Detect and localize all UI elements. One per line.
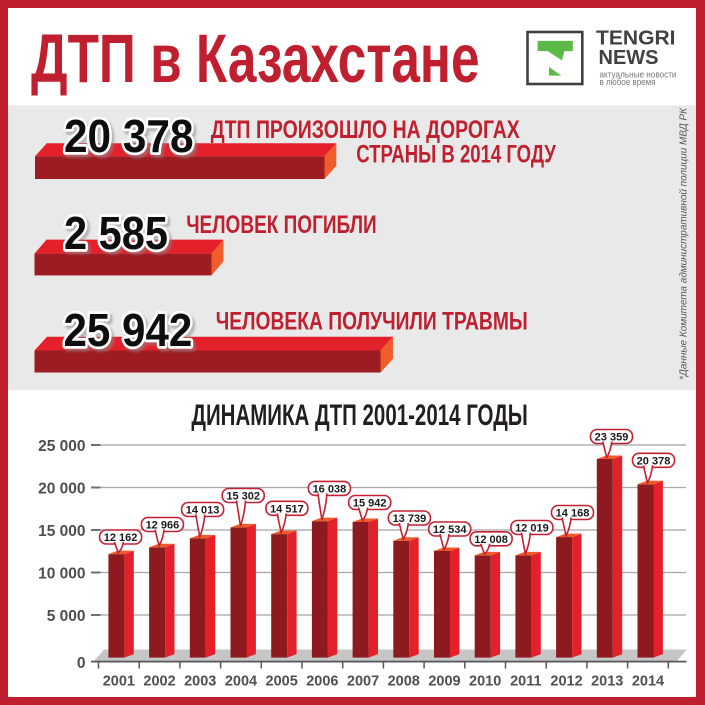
svg-text:актуальные новости: актуальные новости <box>600 70 677 81</box>
svg-text:25 942: 25 942 <box>66 307 195 359</box>
svg-text:2002: 2002 <box>143 674 175 690</box>
svg-text:2012: 2012 <box>550 674 582 690</box>
svg-text:5 000: 5 000 <box>47 608 86 625</box>
svg-text:14 013: 14 013 <box>186 505 220 517</box>
svg-text:20 378: 20 378 <box>64 110 194 162</box>
svg-text:12 162: 12 162 <box>104 532 138 544</box>
svg-text:*Данные Комитета административ: *Данные Комитета административной полици… <box>678 107 690 380</box>
svg-text:2008: 2008 <box>388 674 420 690</box>
svg-text:ДТП ПРОИЗОШЛО НА ДОРОГАХ: ДТП ПРОИЗОШЛО НА ДОРОГАХ <box>211 116 520 144</box>
svg-text:2 585: 2 585 <box>67 210 171 262</box>
svg-text:2003: 2003 <box>184 674 216 690</box>
svg-text:25 000: 25 000 <box>38 438 85 455</box>
svg-text:20 378: 20 378 <box>67 113 197 165</box>
svg-text:20 378: 20 378 <box>637 455 671 467</box>
svg-text:2010: 2010 <box>469 674 501 690</box>
svg-text:ДТП в Казахстане: ДТП в Казахстане <box>31 20 480 97</box>
svg-text:14 517: 14 517 <box>270 503 304 515</box>
svg-text:15 000: 15 000 <box>38 523 85 540</box>
svg-text:20 000: 20 000 <box>38 480 85 497</box>
svg-text:23 359: 23 359 <box>595 432 629 444</box>
svg-text:2007: 2007 <box>347 674 379 690</box>
svg-text:13 739: 13 739 <box>393 513 427 525</box>
svg-text:2006: 2006 <box>306 674 338 690</box>
svg-text:СТРАНЫ В 2014 ГОДУ: СТРАНЫ В 2014 ГОДУ <box>356 140 556 168</box>
svg-text:25 942: 25 942 <box>64 304 193 356</box>
svg-text:2014: 2014 <box>632 674 664 690</box>
svg-text:15 942: 15 942 <box>353 498 387 510</box>
svg-text:ЧЕЛОВЕКА ПОЛУЧИЛИ ТРАВМЫ: ЧЕЛОВЕКА ПОЛУЧИЛИ ТРАВМЫ <box>216 307 528 335</box>
svg-text:16 038: 16 038 <box>313 483 347 495</box>
svg-text:2001: 2001 <box>103 674 135 690</box>
svg-text:2011: 2011 <box>510 674 541 690</box>
svg-text:2 585: 2 585 <box>64 207 168 259</box>
svg-text:12 008: 12 008 <box>474 534 508 546</box>
svg-text:TENGRI: TENGRI <box>596 27 676 50</box>
svg-text:2013: 2013 <box>591 674 623 690</box>
svg-text:ЧЕЛОВЕК ПОГИБЛИ: ЧЕЛОВЕК ПОГИБЛИ <box>186 211 377 239</box>
svg-text:15 302: 15 302 <box>226 491 260 503</box>
svg-text:10 000: 10 000 <box>38 565 85 582</box>
svg-text:в любое время: в любое время <box>600 77 656 88</box>
svg-text:0: 0 <box>77 655 86 672</box>
svg-text:12 019: 12 019 <box>515 523 549 535</box>
svg-text:2009: 2009 <box>428 674 460 690</box>
svg-text:2005: 2005 <box>266 674 298 690</box>
svg-text:12 966: 12 966 <box>146 520 180 532</box>
svg-text:2004: 2004 <box>225 674 257 690</box>
svg-text:ДИНАМИКА ДТП 2001-2014 ГОДЫ: ДИНАМИКА ДТП 2001-2014 ГОДЫ <box>191 399 528 432</box>
svg-text:14 168: 14 168 <box>556 508 590 520</box>
svg-text:NEWS: NEWS <box>599 46 659 69</box>
svg-text:12 534: 12 534 <box>433 524 468 536</box>
